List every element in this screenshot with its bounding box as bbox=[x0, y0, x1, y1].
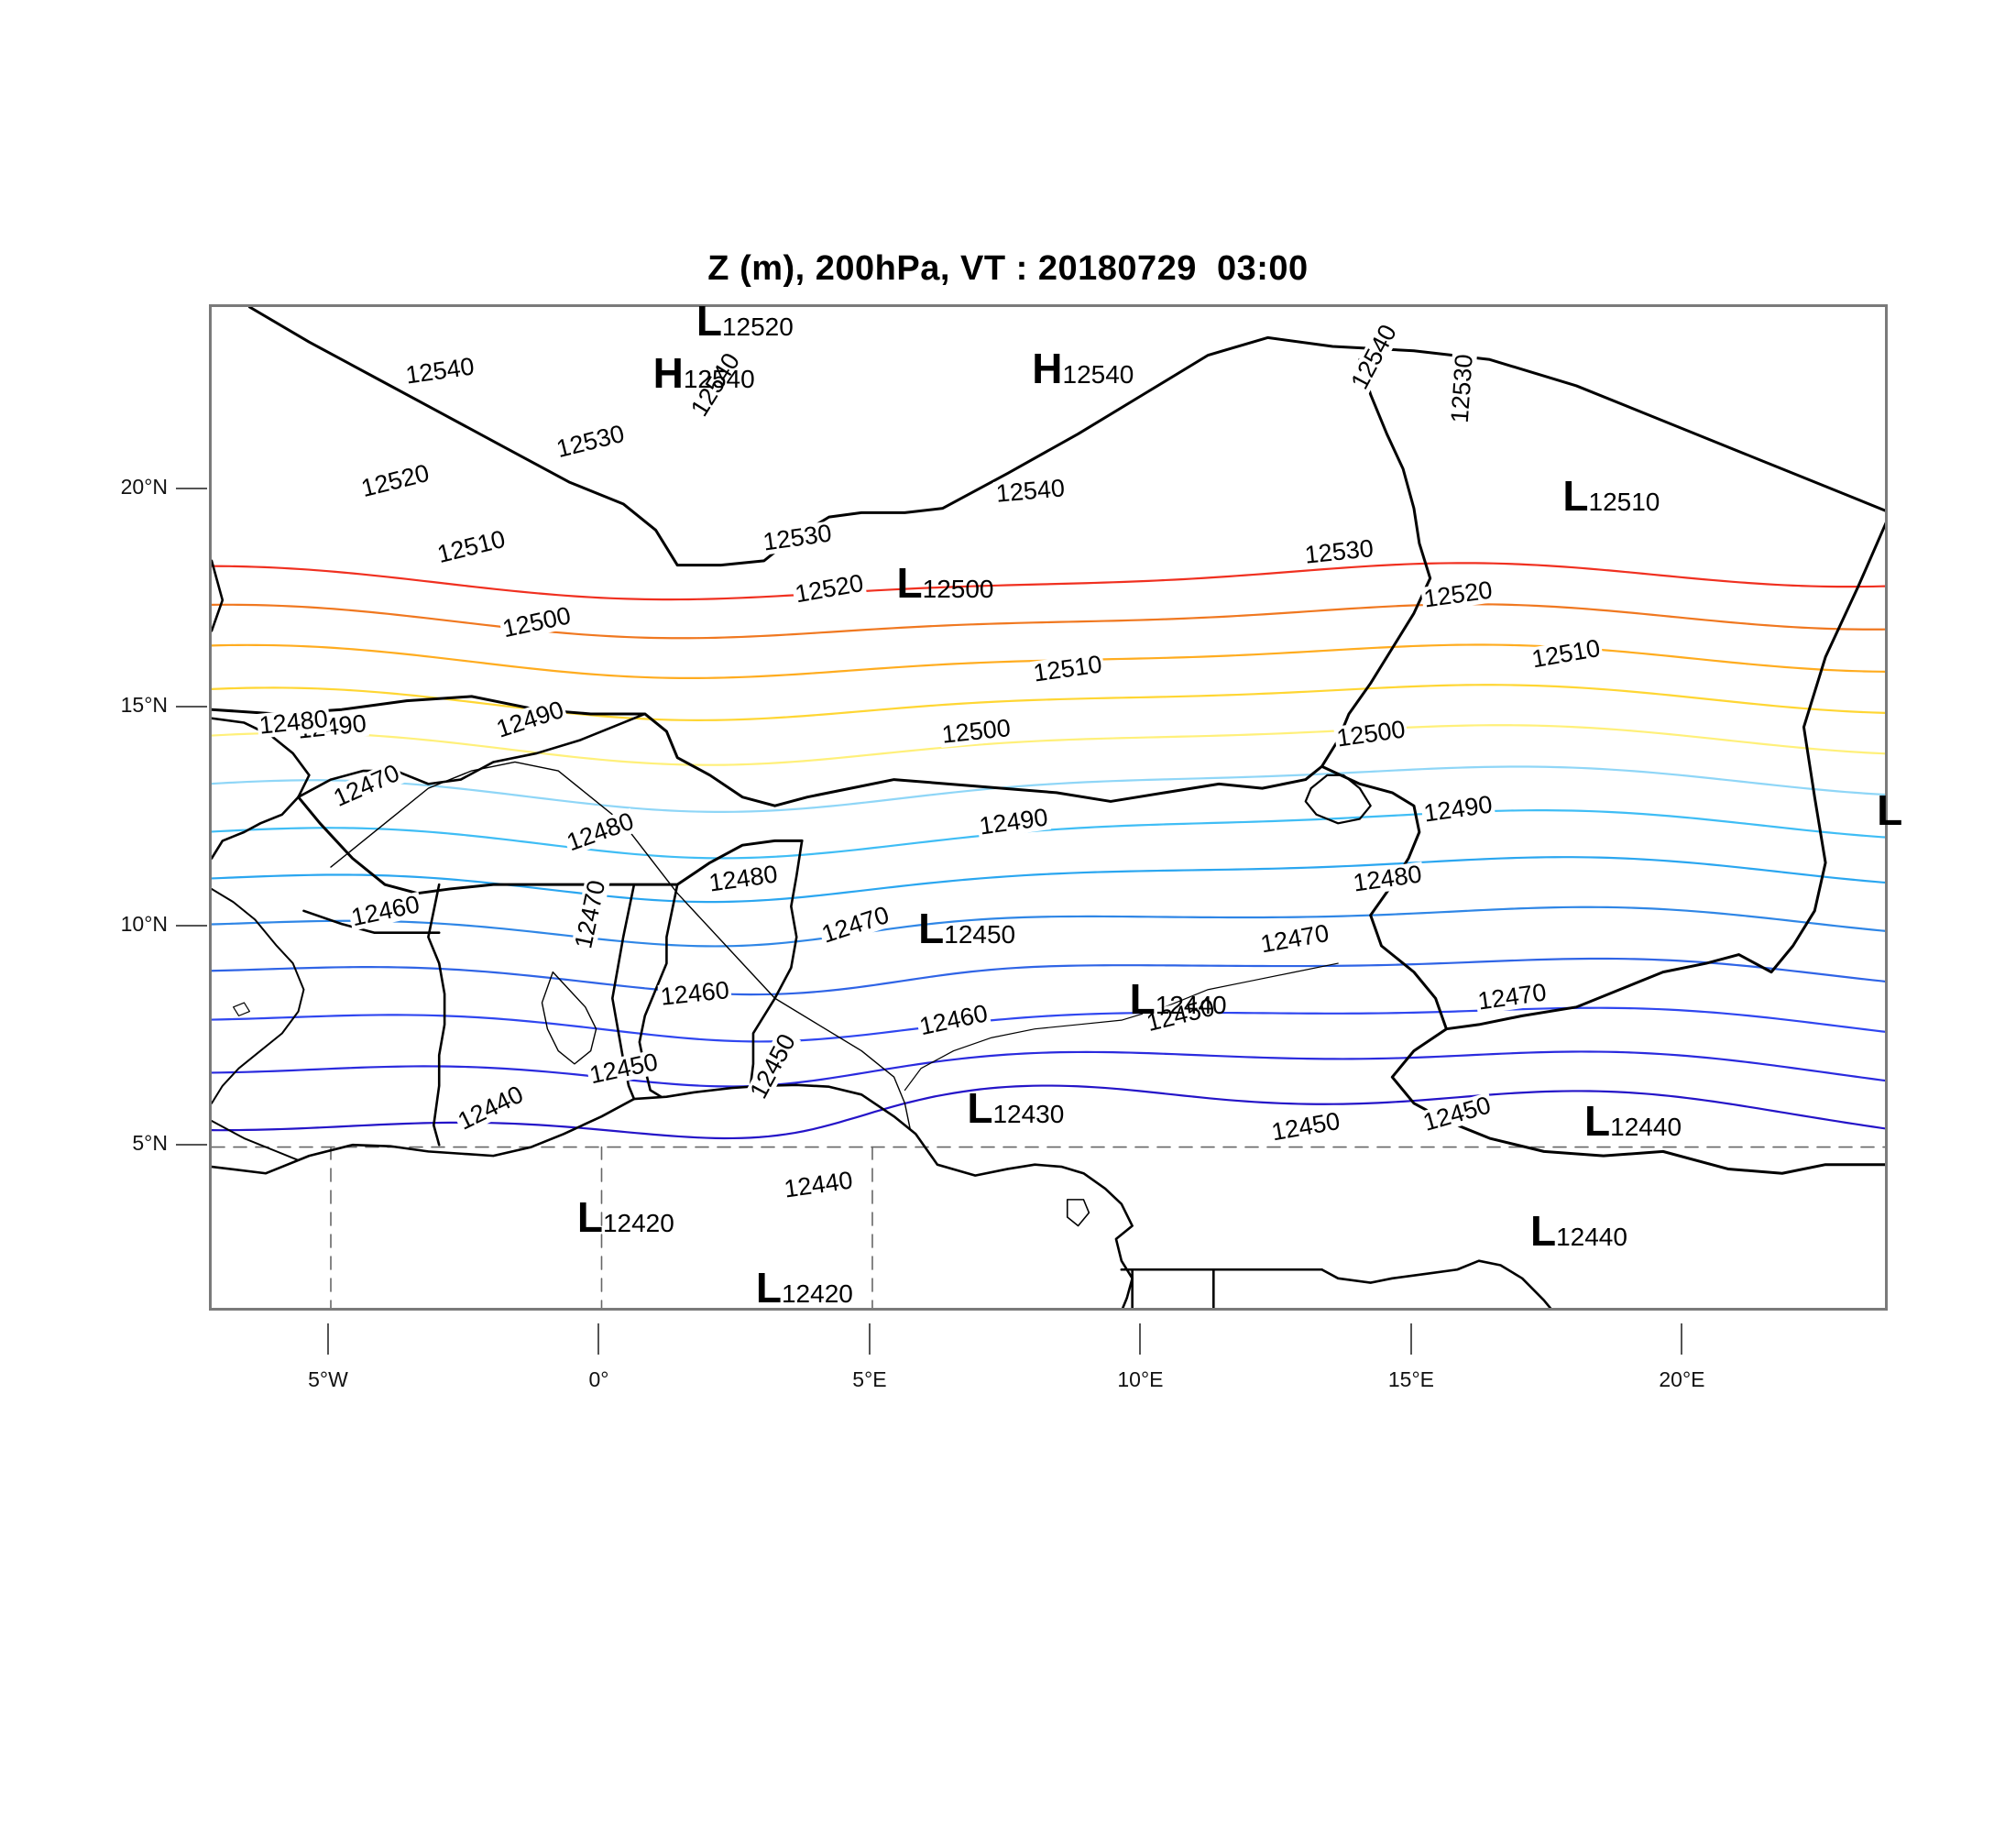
high-center-marker: H12540 bbox=[1032, 347, 1134, 390]
high-glyph: H bbox=[1032, 345, 1063, 393]
y-tick-mark bbox=[176, 924, 207, 927]
x-tick-label: 5°W bbox=[308, 1367, 348, 1391]
extremum-value: 12510 bbox=[1588, 487, 1660, 516]
border-benin-nigeria bbox=[749, 840, 804, 1088]
extremum-value: 12540 bbox=[1062, 360, 1134, 390]
contour-line-12460 bbox=[212, 906, 1885, 948]
contour-line-12430 bbox=[212, 1050, 1885, 1088]
border-togo-benin bbox=[638, 883, 679, 1098]
low-glyph: L bbox=[1877, 786, 1903, 835]
x-tick-mark bbox=[1409, 1323, 1412, 1355]
bioko-island bbox=[1066, 1199, 1090, 1227]
low-glyph: L bbox=[918, 905, 945, 953]
niger-river bbox=[330, 761, 912, 1131]
coastline-liberia bbox=[212, 1119, 300, 1161]
y-tick-label: 20°N bbox=[120, 474, 168, 499]
low-center-marker: L12440 bbox=[1130, 978, 1227, 1020]
low-center-marker: L12510 bbox=[1562, 475, 1660, 517]
extremum-value: 12520 bbox=[721, 312, 794, 341]
y-tick-label: 15°N bbox=[120, 693, 168, 718]
low-center-marker: L12440 bbox=[1530, 1210, 1627, 1252]
low-glyph: L bbox=[896, 559, 923, 608]
benue-river bbox=[904, 962, 1339, 1092]
contour-line-12490 bbox=[212, 765, 1885, 813]
contour-line-12530 bbox=[212, 603, 1885, 640]
extremum-value: 12440 bbox=[1155, 990, 1227, 1019]
low-glyph: L bbox=[576, 1193, 603, 1242]
x-tick-label: 10°E bbox=[1117, 1367, 1164, 1391]
extremum-value: 12440 bbox=[1556, 1222, 1627, 1251]
lake-volta bbox=[541, 971, 597, 1065]
low-glyph: L bbox=[696, 296, 722, 345]
border-burkina-south bbox=[297, 796, 804, 895]
coastline-mauritania bbox=[212, 559, 225, 632]
low-center-marker: L12430 bbox=[967, 1087, 1064, 1129]
lake-chad bbox=[1304, 774, 1372, 825]
contour-line-12450 bbox=[212, 957, 1885, 996]
x-tick-mark bbox=[1139, 1323, 1142, 1355]
contour-value-label: 12540 bbox=[992, 474, 1068, 508]
low-center-marker: L12520 bbox=[696, 300, 794, 342]
y-tick-mark bbox=[176, 706, 207, 708]
extremum-value: 12430 bbox=[992, 1099, 1065, 1128]
x-tick-label: 20°E bbox=[1659, 1367, 1705, 1391]
map-plot-area bbox=[209, 304, 1888, 1311]
border-cote-divoire-burkina bbox=[302, 909, 441, 934]
border-cameroon-congo bbox=[1320, 1259, 1552, 1308]
x-tick-label: 5°E bbox=[852, 1367, 887, 1391]
low-glyph: L bbox=[1562, 471, 1589, 520]
border-cote-divoire-ghana bbox=[427, 883, 446, 1147]
low-center-marker: L12440 bbox=[1584, 1100, 1682, 1142]
low-glyph: L bbox=[967, 1083, 993, 1132]
border-sahara-north bbox=[247, 307, 1885, 567]
low-center-marker: L bbox=[1877, 789, 1902, 831]
low-glyph: L bbox=[1584, 1097, 1611, 1146]
extremum-value: 12500 bbox=[922, 575, 994, 604]
contour-line-12500 bbox=[212, 724, 1885, 766]
border-sudan-car bbox=[1444, 521, 1885, 1031]
x-tick-label: 0° bbox=[588, 1367, 609, 1391]
high-center-marker: H12540 bbox=[653, 352, 755, 394]
low-glyph: L bbox=[1129, 974, 1156, 1023]
coastline-guinea-sierra-leone bbox=[212, 887, 305, 1104]
x-tick-mark bbox=[1681, 1323, 1683, 1355]
border-sahel bbox=[212, 695, 1323, 807]
contour-line-12420 bbox=[212, 1084, 1885, 1140]
extremum-value: 12440 bbox=[1610, 1113, 1682, 1142]
x-tick-mark bbox=[868, 1323, 871, 1355]
contour-line-12440 bbox=[212, 1006, 1885, 1043]
contour-field bbox=[212, 562, 1885, 1140]
extremum-value: 12540 bbox=[683, 364, 755, 393]
y-tick-mark bbox=[176, 1143, 207, 1146]
low-center-marker: L12450 bbox=[918, 907, 1015, 949]
extremum-value: 12420 bbox=[602, 1209, 674, 1238]
border-mali-burkina bbox=[297, 712, 647, 798]
coastline-and-borders-overlay bbox=[212, 307, 1885, 1308]
low-glyph: L bbox=[755, 1263, 782, 1312]
low-center-marker: L12420 bbox=[577, 1196, 674, 1238]
high-glyph: H bbox=[652, 348, 684, 397]
x-tick-mark bbox=[327, 1323, 329, 1355]
low-center-marker: L12500 bbox=[897, 562, 994, 604]
y-tick-label: 10°N bbox=[120, 911, 168, 936]
contour-value-label: 12530 bbox=[1445, 351, 1478, 426]
y-tick-label: 5°N bbox=[132, 1130, 168, 1155]
low-glyph: L bbox=[1529, 1206, 1557, 1255]
y-tick-mark bbox=[176, 487, 207, 489]
contour-line-12510 bbox=[212, 684, 1885, 721]
coastline-gulf-of-guinea bbox=[212, 1083, 1134, 1308]
x-tick-mark bbox=[597, 1323, 600, 1355]
contour-line-12540 bbox=[212, 562, 1885, 601]
page-title: Z (m), 200hPa, VT : 20180729 03:00 bbox=[707, 249, 1309, 288]
extremum-value: 12450 bbox=[944, 920, 1016, 949]
extremum-value: 12420 bbox=[781, 1279, 853, 1308]
small-islands bbox=[233, 1002, 250, 1016]
x-tick-label: 15°E bbox=[1387, 1367, 1434, 1391]
low-center-marker: L12420 bbox=[756, 1267, 853, 1309]
